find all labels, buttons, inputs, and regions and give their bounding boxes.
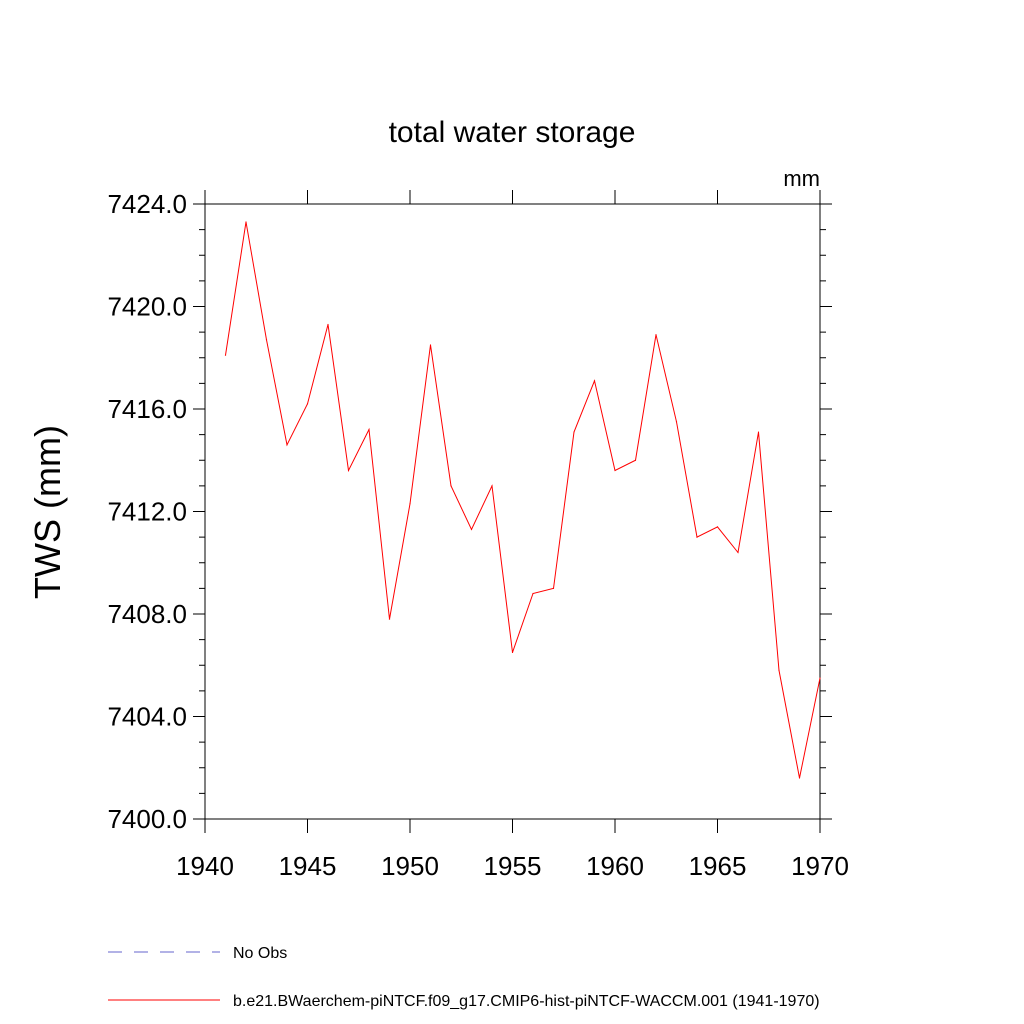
data-point	[491, 485, 493, 487]
data-point	[245, 221, 247, 223]
y-tick-label: 7408.0	[107, 599, 187, 629]
data-point	[573, 431, 575, 433]
data-point	[265, 339, 268, 341]
data-point	[388, 618, 391, 620]
x-tick-label: 1965	[689, 851, 747, 881]
y-tick-label: 7416.0	[107, 394, 187, 424]
unit-label: mm	[783, 166, 820, 191]
x-tick-label: 1940	[176, 851, 234, 881]
y-tick-label: 7424.0	[107, 189, 187, 219]
data-point	[450, 485, 452, 487]
y-tick-label: 7420.0	[107, 292, 187, 322]
data-point	[696, 536, 698, 538]
data-point	[819, 677, 821, 679]
y-tick-label: 7400.0	[107, 804, 187, 834]
data-point	[224, 354, 227, 356]
data-point	[286, 444, 288, 446]
data-point	[327, 323, 329, 326]
data-point	[429, 344, 432, 346]
data-point	[778, 669, 780, 671]
x-tick-label: 1955	[484, 851, 542, 881]
data-point	[675, 421, 678, 423]
data-point	[511, 651, 514, 654]
y-tick-label: 7404.0	[107, 702, 187, 732]
data-point	[716, 526, 719, 528]
legend-label: No Obs	[233, 945, 287, 962]
data-point	[532, 592, 534, 595]
x-tick-label: 1945	[279, 851, 337, 881]
legend-label: b.e21.BWaerchem-piNTCF.f09_g17.CMIP6-his…	[233, 993, 820, 1010]
series-line	[225, 221, 821, 779]
data-point	[614, 469, 616, 472]
x-tick-label: 1970	[791, 851, 849, 881]
data-point	[368, 428, 370, 431]
data-point	[552, 587, 555, 589]
data-point	[409, 503, 411, 505]
data-point	[470, 528, 473, 531]
data-point	[306, 403, 309, 405]
data-point	[655, 334, 657, 336]
data-point	[347, 469, 350, 472]
data-point	[593, 380, 596, 382]
x-tick-label: 1960	[586, 851, 644, 881]
x-tick-label: 1950	[381, 851, 439, 881]
chart-title: total water storage	[389, 116, 636, 149]
data-point	[798, 777, 801, 779]
data-point	[757, 431, 760, 433]
data-point	[634, 459, 637, 461]
data-point	[737, 551, 739, 554]
plot-frame	[204, 203, 821, 820]
y-tick-label: 7412.0	[107, 497, 187, 527]
y-axis-label: TWS (mm)	[27, 425, 68, 599]
